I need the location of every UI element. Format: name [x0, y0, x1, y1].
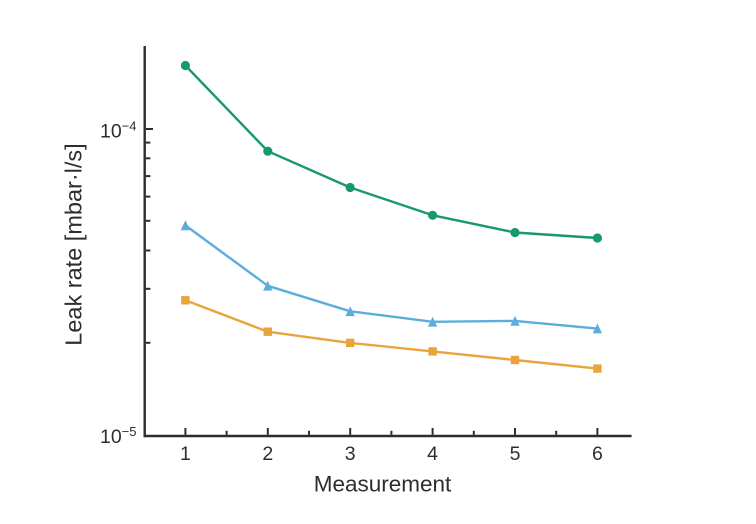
svg-text:6: 6: [592, 443, 603, 465]
svg-text:3: 3: [345, 443, 356, 465]
svg-text:10−4: 10−4: [100, 119, 137, 143]
svg-text:2: 2: [262, 443, 273, 465]
svg-text:5: 5: [510, 443, 521, 465]
svg-text:10−5: 10−5: [100, 424, 137, 448]
svg-text:Leak rate [mbar·l/s]: Leak rate [mbar·l/s]: [61, 143, 87, 345]
svg-text:1: 1: [180, 443, 191, 465]
svg-text:Measurement: Measurement: [314, 472, 452, 497]
svg-text:4: 4: [427, 443, 438, 465]
